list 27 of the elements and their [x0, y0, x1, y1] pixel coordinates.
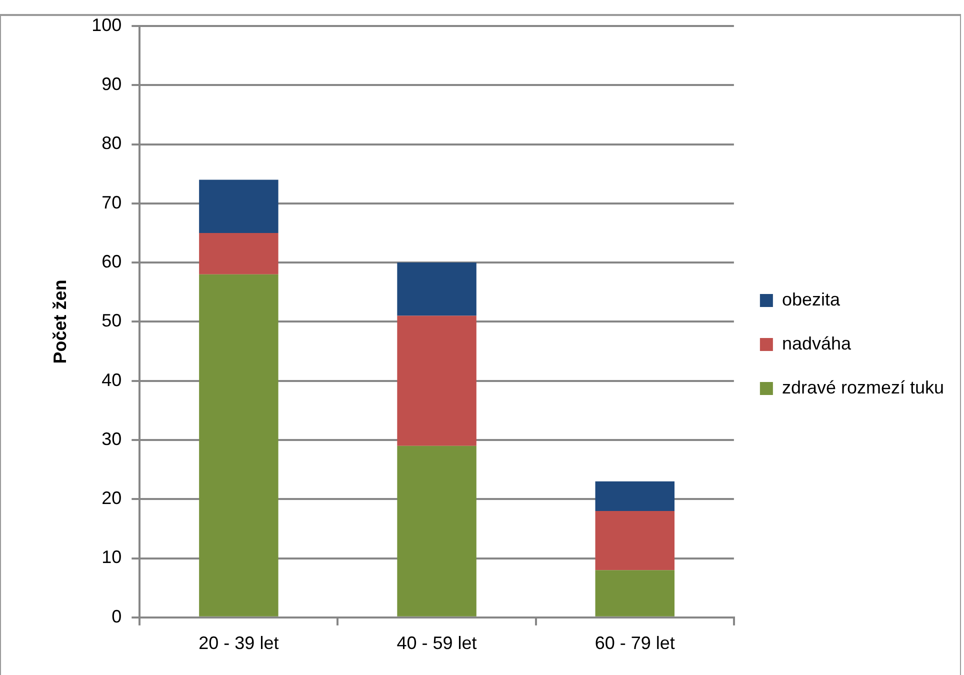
bar: [397, 262, 476, 316]
y-tick-label: 80: [102, 133, 122, 154]
bar: [595, 570, 675, 616]
bar: [199, 232, 278, 274]
x-tick-label: 20 - 39 let: [198, 633, 279, 654]
y-tick-label: 10: [102, 547, 122, 568]
legend-label: nadváha: [782, 333, 852, 354]
y-tick-label: 100: [92, 14, 122, 35]
bar: [397, 446, 476, 616]
bar: [397, 316, 476, 446]
y-tick-label: 0: [112, 606, 122, 626]
y-tick-label: 90: [102, 74, 122, 94]
legend-label: zdravé rozmezí tuku: [782, 377, 944, 398]
y-tick-label: 50: [102, 310, 122, 331]
x-tick-label: 60 - 79 let: [594, 633, 675, 654]
y-tick-label: 70: [102, 192, 122, 212]
y-tick-label: 60: [102, 252, 122, 272]
bar: [199, 180, 278, 233]
y-axis-title: Počet žen: [50, 280, 70, 364]
bar: [595, 510, 675, 570]
y-tick-label: 20: [102, 488, 122, 508]
bar: [595, 481, 675, 511]
y-tick-label: 40: [102, 370, 122, 390]
legend-label: obezita: [782, 289, 841, 310]
y-tick-label: 30: [102, 428, 122, 449]
x-tick-label: 40 - 59 let: [396, 633, 477, 654]
bar: [199, 274, 278, 616]
